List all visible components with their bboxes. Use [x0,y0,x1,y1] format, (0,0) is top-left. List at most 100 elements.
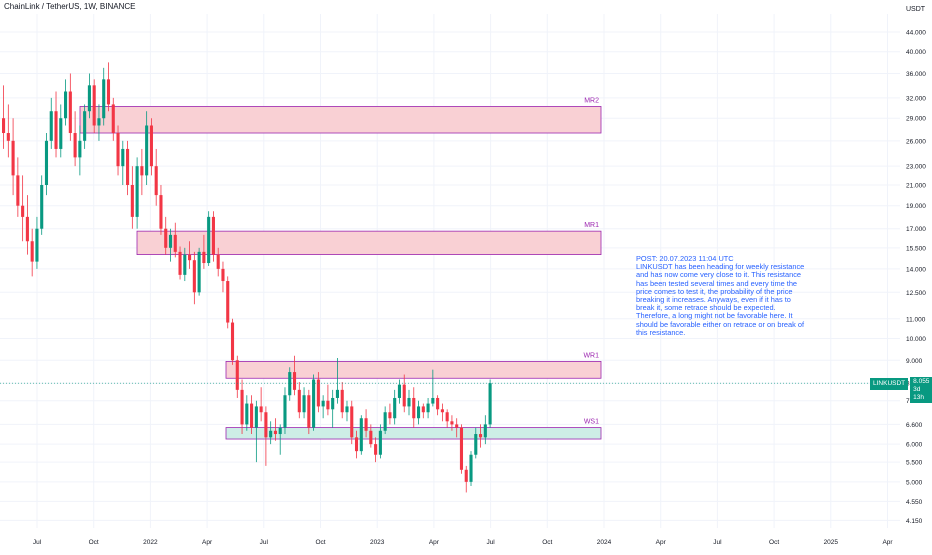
candle-body [250,403,254,428]
x-tick-label: 2024 [597,539,612,546]
candle [440,403,444,422]
candle [73,111,77,167]
candle-body [245,403,249,425]
candle-body [445,412,449,422]
candle-body [106,79,111,105]
candle [474,427,478,459]
candle-body [35,228,39,262]
candle-body [230,322,235,361]
candle [350,400,354,445]
y-tick-label: 19.000 [906,203,926,210]
candle [488,379,492,428]
candle [459,424,464,474]
candle-body [436,397,440,410]
candle-body [135,166,139,217]
candle-body [440,409,444,413]
candle-body [273,430,277,435]
candle-body [416,406,421,419]
candle-body [326,400,330,410]
candle [250,395,254,435]
zone-mr2[interactable] [79,106,602,134]
candle-body [335,389,339,398]
candle-body [259,406,263,413]
candle [135,157,139,229]
y-tick-label: 5.500 [906,460,923,467]
x-tick-label: Jul [33,539,42,546]
candle [302,387,306,419]
candle-body [111,104,115,134]
candle [21,175,25,242]
currency-label: USDT [906,6,926,13]
candle [149,118,153,176]
candle [264,406,268,466]
candle [226,276,230,329]
candle-body [426,403,430,413]
candle-body [350,406,354,438]
candle [59,104,63,158]
candle-body [464,469,468,482]
zone-wr1[interactable] [225,361,602,379]
candle [412,387,416,428]
candle [6,104,10,158]
last-price: 8.055 [913,378,930,386]
candle-body [78,140,82,158]
y-tick-label: 23.000 [906,164,926,171]
candle-body [483,424,487,438]
note-text: POST: 20.07.2023 11:04 UTC LINKUSDT has … [636,254,805,337]
candle [154,148,158,206]
candle [111,97,115,141]
candle-body [316,379,320,407]
candle [87,73,91,119]
candle-body [288,372,292,396]
y-tick-label: 4.150 [906,518,923,525]
y-tick-label: 5.000 [906,479,923,486]
candle [335,357,339,404]
y-tick-label: 29.000 [906,116,926,123]
candle [173,222,177,258]
candle [364,409,368,438]
candle-body [173,234,177,252]
candle-body [340,389,344,413]
candle-body [168,234,173,248]
candle [436,395,440,416]
candle-body [140,166,144,176]
price-axis[interactable]: 44.000 40.000 36.000 32.000 29.000 26.000 23.0… [906,29,926,524]
candle-body [6,133,10,141]
candle-body [102,79,106,119]
candle-body [54,111,58,149]
candle-body [11,140,15,176]
candle-body [278,427,282,435]
candle-body [402,384,406,407]
candle-body [40,184,44,229]
x-tick-label: 2025 [824,539,839,546]
candle-body [116,133,120,167]
candle-body [264,412,268,438]
x-tick-label: 2023 [370,539,385,546]
last-price-tag: LINKUSDT 8.055 3d 13h [870,377,932,404]
candle-body [73,133,77,158]
candle [78,125,82,176]
analysis-note: POST: 20.07.2023 11:04 UTC LINKUSDT has … [636,254,808,337]
candle [164,216,168,255]
zone-mr1[interactable] [136,230,602,255]
candle [130,166,134,229]
y-tick-label: 11.000 [906,316,926,323]
zone-layer: MR2 MR1 WR1 WS1 [79,97,602,440]
candle [83,104,87,149]
candle [369,424,373,448]
candle-body [16,175,20,206]
candle [374,437,378,463]
y-tick-label: 6.000 [906,442,923,449]
candle [469,451,473,487]
candle-body [64,91,68,119]
candle [479,424,483,448]
time-axis[interactable]: Jul Oct 2022 Apr Jul Oct 2023 Apr Jul Oct 2024 Apr J… [33,539,894,546]
candle [197,247,201,296]
zone-ws1[interactable] [225,427,602,440]
candle [97,104,101,141]
candle [321,395,325,419]
candle [340,382,344,419]
candle-body [216,254,220,269]
candle-body [92,85,96,126]
